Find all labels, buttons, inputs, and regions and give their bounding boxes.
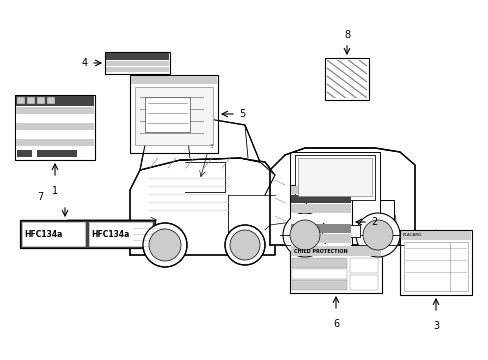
Circle shape [224,225,264,265]
Bar [16,123,94,130]
Bar [321,225,359,237]
Bar [145,170,235,225]
Bar [16,139,94,146]
Bar [130,75,218,153]
Bar [290,195,350,203]
Text: PLACARD: PLACARD [402,233,422,237]
Bar [106,53,169,60]
Bar [290,204,350,213]
Circle shape [229,230,260,260]
Bar [16,131,94,138]
Bar [37,150,77,157]
Bar [145,97,190,132]
Bar [27,97,35,104]
Polygon shape [140,115,260,170]
Bar [132,225,167,245]
Bar [289,200,305,222]
Bar [349,275,377,290]
Bar [16,107,94,114]
Bar [131,76,217,84]
Circle shape [149,229,181,261]
Bar [89,222,152,246]
Bar [399,230,471,295]
Bar [20,220,155,248]
Bar [106,67,169,72]
Bar [290,214,350,223]
Text: CHILD PROTECTION: CHILD PROTECTION [293,248,347,253]
Text: 6: 6 [332,319,338,329]
Bar [291,269,346,279]
Bar [16,115,94,122]
Bar [289,245,381,293]
Text: 8: 8 [343,30,349,40]
Bar [290,246,380,256]
Bar [379,200,393,222]
Text: 3: 3 [432,321,438,331]
Bar [106,61,169,66]
Polygon shape [269,148,414,245]
Bar [17,150,32,157]
Bar [325,58,368,100]
Circle shape [142,223,186,267]
Bar [291,258,346,268]
Bar [294,155,374,200]
Bar [17,97,25,104]
Bar [290,224,350,233]
Circle shape [283,213,326,257]
Bar [135,87,213,145]
Bar [16,96,94,106]
Bar [290,244,350,253]
Text: 3: 3 [209,144,213,149]
Circle shape [355,213,399,257]
Bar [349,258,377,273]
Bar [291,280,346,290]
Bar [297,158,371,196]
Text: 7: 7 [37,192,43,202]
Bar [37,97,45,104]
Bar [15,95,95,160]
Bar [47,97,55,104]
Text: HFC134a: HFC134a [24,230,62,239]
Text: 5: 5 [239,109,245,119]
Text: 2: 2 [370,217,376,227]
Bar [105,52,170,74]
Bar [289,152,379,227]
Circle shape [362,220,392,250]
Bar [22,222,85,246]
Bar [16,147,94,154]
Bar [403,242,467,291]
Bar [400,231,470,240]
Text: 1: 1 [52,186,58,196]
Bar [290,234,350,243]
Bar [289,185,351,260]
Circle shape [289,220,319,250]
Polygon shape [130,158,274,255]
Text: 4: 4 [81,58,88,68]
Text: HFC134a: HFC134a [91,230,129,239]
Bar [290,186,350,194]
